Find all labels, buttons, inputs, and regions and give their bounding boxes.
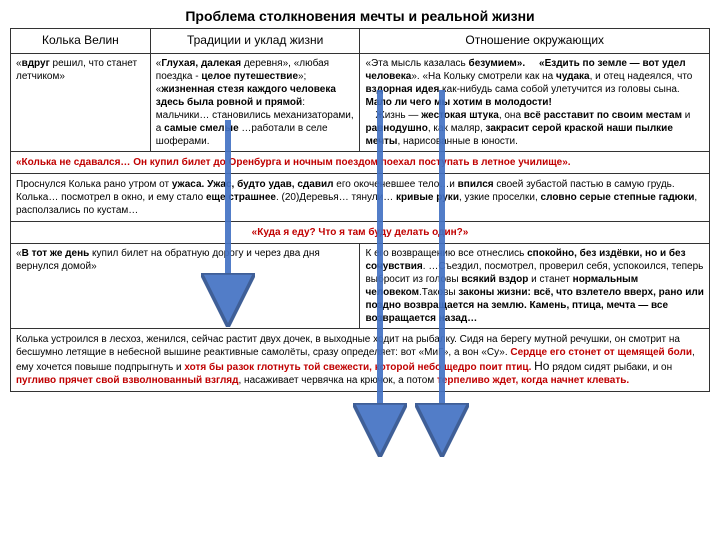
page-title: Проблема столкновения мечты и реальной ж… — [10, 8, 710, 24]
row-2: «Колька не сдавался… Он купил билет до О… — [11, 151, 710, 173]
cell-1-1: «вдруг решил, что станет летчиком» — [11, 53, 151, 151]
cell-5-left: «В тот же день купил билет на обратную д… — [11, 243, 360, 328]
header-c1: Колька Велин — [11, 29, 151, 54]
cell-2-full: «Колька не сдавался… Он купил билет до О… — [11, 151, 710, 173]
cell-4-full: «Куда я еду? Что я там буду делать один?… — [11, 221, 710, 243]
cell-1-2: «Глухая, далекая деревня», «любая поездк… — [150, 53, 360, 151]
cell-1-3: «Эта мысль казалась безумием». «Ездить п… — [360, 53, 710, 151]
row-5: «В тот же день купил билет на обратную д… — [11, 243, 710, 328]
header-c2: Традиции и уклад жизни — [150, 29, 360, 54]
row-4: «Куда я еду? Что я там буду делать один?… — [11, 221, 710, 243]
cell-6-full: Колька устроился в лесхоз, женился, сейч… — [11, 328, 710, 392]
cell-3-full: Проснулся Колька рано утром от ужаса. Уж… — [11, 173, 710, 221]
row-6: Колька устроился в лесхоз, женился, сейч… — [11, 328, 710, 392]
cell-5-right: К его возвращению все отнеслись спокойно… — [360, 243, 710, 328]
row-3: Проснулся Колька рано утром от ужаса. Уж… — [11, 173, 710, 221]
header-c3: Отношение окружающих — [360, 29, 710, 54]
header-row: Колька Велин Традиции и уклад жизни Отно… — [11, 29, 710, 54]
analysis-table: Колька Велин Традиции и уклад жизни Отно… — [10, 28, 710, 392]
row-1: «вдруг решил, что станет летчиком» «Глух… — [11, 53, 710, 151]
